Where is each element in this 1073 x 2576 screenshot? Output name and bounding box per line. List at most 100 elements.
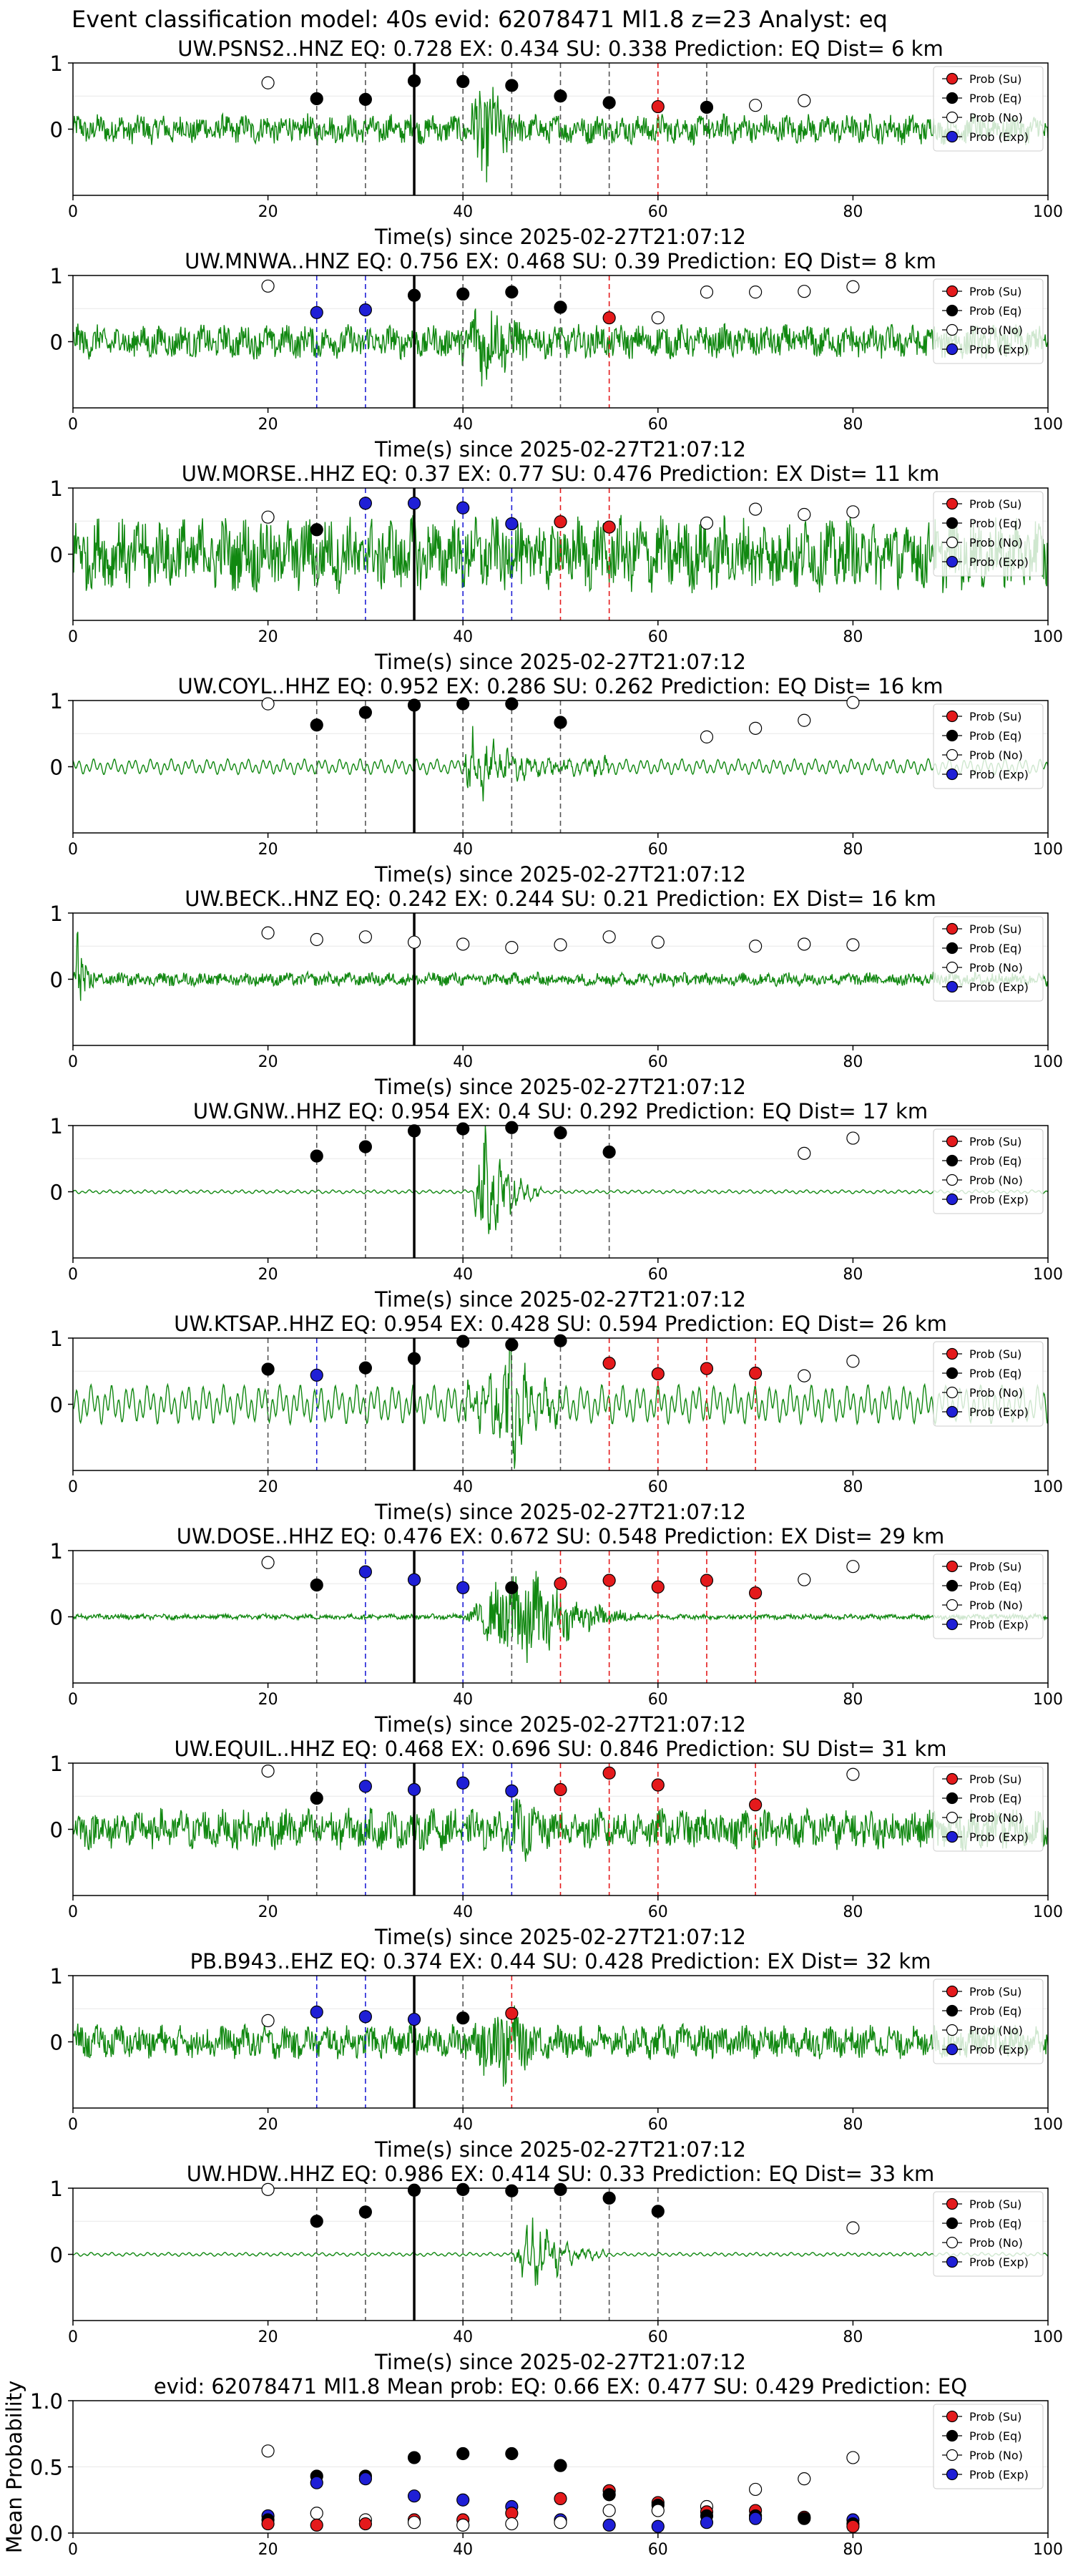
legend-label: Prob (Eq): [969, 1792, 1021, 1805]
prob-point-eq: [554, 2459, 567, 2472]
legend-marker-no: [946, 1811, 959, 1824]
legend: Prob (Su) Prob (Eq) Prob (No) Prob (Exp): [933, 1128, 1044, 1214]
prob-point-no: [261, 2182, 275, 2196]
prob-point-exp: [407, 1573, 421, 1586]
prob-point-eq: [505, 286, 519, 299]
legend-box: [933, 491, 1044, 577]
prob-point-no: [261, 2014, 275, 2027]
prob-point-su: [651, 99, 665, 114]
y-tick-label: 1: [50, 2177, 63, 2201]
x-tick-label: 20: [258, 841, 278, 859]
legend-label: Prob (No): [969, 111, 1023, 125]
panel-title: UW.BECK..HNZ EQ: 0.242 EX: 0.244 SU: 0.2…: [185, 887, 936, 911]
prob-point-no: [798, 507, 811, 522]
legend-box: [933, 66, 1044, 152]
x-axis-label: Time(s) since 2025-02-27T21:07:12: [374, 1075, 746, 1099]
x-tick-label: 20: [258, 416, 278, 434]
legend-label: Prob (Su): [969, 922, 1021, 936]
legend: Prob (Su) Prob (Eq) Prob (No) Prob (Exp): [933, 2191, 1044, 2277]
prob-point-no: [407, 2516, 421, 2529]
prob-point-su: [700, 1574, 714, 1587]
x-tick-label: 0: [68, 1691, 78, 1709]
prob-point-eq: [358, 92, 372, 106]
legend-label: Prob (No): [969, 1599, 1023, 1612]
y-tick-label: 1: [50, 902, 63, 926]
y-tick-label: 0.0: [30, 2522, 63, 2546]
prob-point-no: [310, 932, 323, 947]
prob-point-no: [261, 1765, 275, 1778]
prob-point-su: [602, 520, 616, 534]
prob-point-eq: [407, 2451, 421, 2464]
y-tick-label: 1: [50, 1327, 63, 1351]
prob-point-no: [261, 2444, 275, 2458]
prob-point-no: [748, 2482, 763, 2497]
x-tick-label: 100: [1033, 2328, 1063, 2346]
x-tick-label: 80: [843, 1266, 863, 1284]
prob-point-no: [651, 311, 665, 325]
prob-point-no: [261, 697, 275, 711]
legend-marker-no: [946, 536, 959, 549]
legend-marker-no: [946, 2236, 959, 2249]
x-tick-label: 40: [453, 628, 473, 646]
x-tick-label: 80: [843, 203, 863, 221]
prob-point-eq: [602, 2488, 616, 2502]
x-tick-label: 20: [258, 2116, 278, 2134]
x-tick-label: 0: [68, 2116, 78, 2134]
prob-point-su: [602, 1357, 616, 1370]
y-tick-label: 1.0: [30, 2389, 63, 2414]
x-tick-label: 20: [258, 1903, 278, 1921]
legend-label: Prob (Exp): [969, 343, 1029, 356]
prob-point-no: [554, 938, 567, 952]
x-tick-label: 20: [258, 2328, 278, 2346]
prob-point-eq: [554, 1334, 567, 1347]
legend: Prob (Su) Prob (Eq) Prob (No) Prob (Exp): [933, 916, 1044, 1002]
waveform: [73, 514, 1048, 595]
legend-label: Prob (Su): [969, 1347, 1021, 1361]
prob-point-exp: [700, 2516, 714, 2529]
legend-box: [933, 916, 1044, 1002]
prob-point-eq: [602, 1145, 616, 1159]
prob-point-eq: [310, 1149, 323, 1163]
panel-title: UW.HDW..HHZ EQ: 0.986 EX: 0.414 SU: 0.33…: [187, 2162, 935, 2186]
x-tick-label: 100: [1033, 203, 1063, 221]
x-tick-label: 80: [843, 2541, 863, 2559]
figure-title: Event classification model: 40s evid: 62…: [72, 6, 888, 33]
panel-11: UW.HDW..HHZ EQ: 0.986 EX: 0.414 SU: 0.33…: [50, 2162, 1063, 2374]
legend-marker-no: [946, 1599, 959, 1611]
legend-label: Prob (No): [969, 2024, 1023, 2037]
x-tick-label: 0: [68, 1266, 78, 1284]
legend-label: Prob (Exp): [969, 768, 1029, 781]
x-axis-label: Time(s) since 2025-02-27T21:07:12: [374, 1500, 746, 1524]
legend-label: Prob (Exp): [969, 980, 1029, 994]
panels: UW.PSNS2..HNZ EQ: 0.728 EX: 0.434 SU: 0.…: [2, 36, 1063, 2559]
prob-point-exp: [456, 1581, 470, 1594]
legend-label: Prob (Eq): [969, 2429, 1021, 2443]
prob-point-eq: [456, 697, 470, 711]
x-axis-label: Time(s) since 2025-02-27T21:07:12: [374, 1712, 746, 1737]
x-tick-label: 20: [258, 1053, 278, 1071]
prob-point-no: [798, 1573, 811, 1586]
prob-point-eq: [310, 2215, 323, 2228]
x-tick-label: 60: [648, 2541, 668, 2559]
x-tick-label: 40: [453, 841, 473, 859]
legend-label: Prob (Eq): [969, 517, 1021, 530]
prob-point-exp: [310, 2476, 323, 2489]
x-tick-label: 40: [453, 2116, 473, 2134]
prob-point-eq: [505, 2446, 519, 2461]
legend-marker-su: [946, 285, 959, 298]
prob-point-no: [261, 1556, 275, 1569]
prob-point-exp: [407, 2489, 421, 2503]
y-tick-label: 0: [50, 1606, 63, 1630]
legend-marker-exp: [946, 1193, 959, 1206]
prob-point-exp: [358, 2010, 372, 2024]
prob-point-su: [602, 311, 616, 325]
prob-point-eq: [407, 288, 421, 302]
prob-point-eq: [310, 92, 323, 106]
legend-box: [933, 1553, 1044, 1639]
prob-point-exp: [407, 497, 421, 510]
legend-label: Prob (Exp): [969, 2043, 1029, 2057]
x-tick-label: 100: [1033, 1266, 1063, 1284]
x-axis-label: Time(s) since 2025-02-27T21:07:12: [374, 2350, 746, 2374]
legend-marker-su: [946, 1560, 959, 1573]
x-tick-label: 40: [453, 1691, 473, 1709]
